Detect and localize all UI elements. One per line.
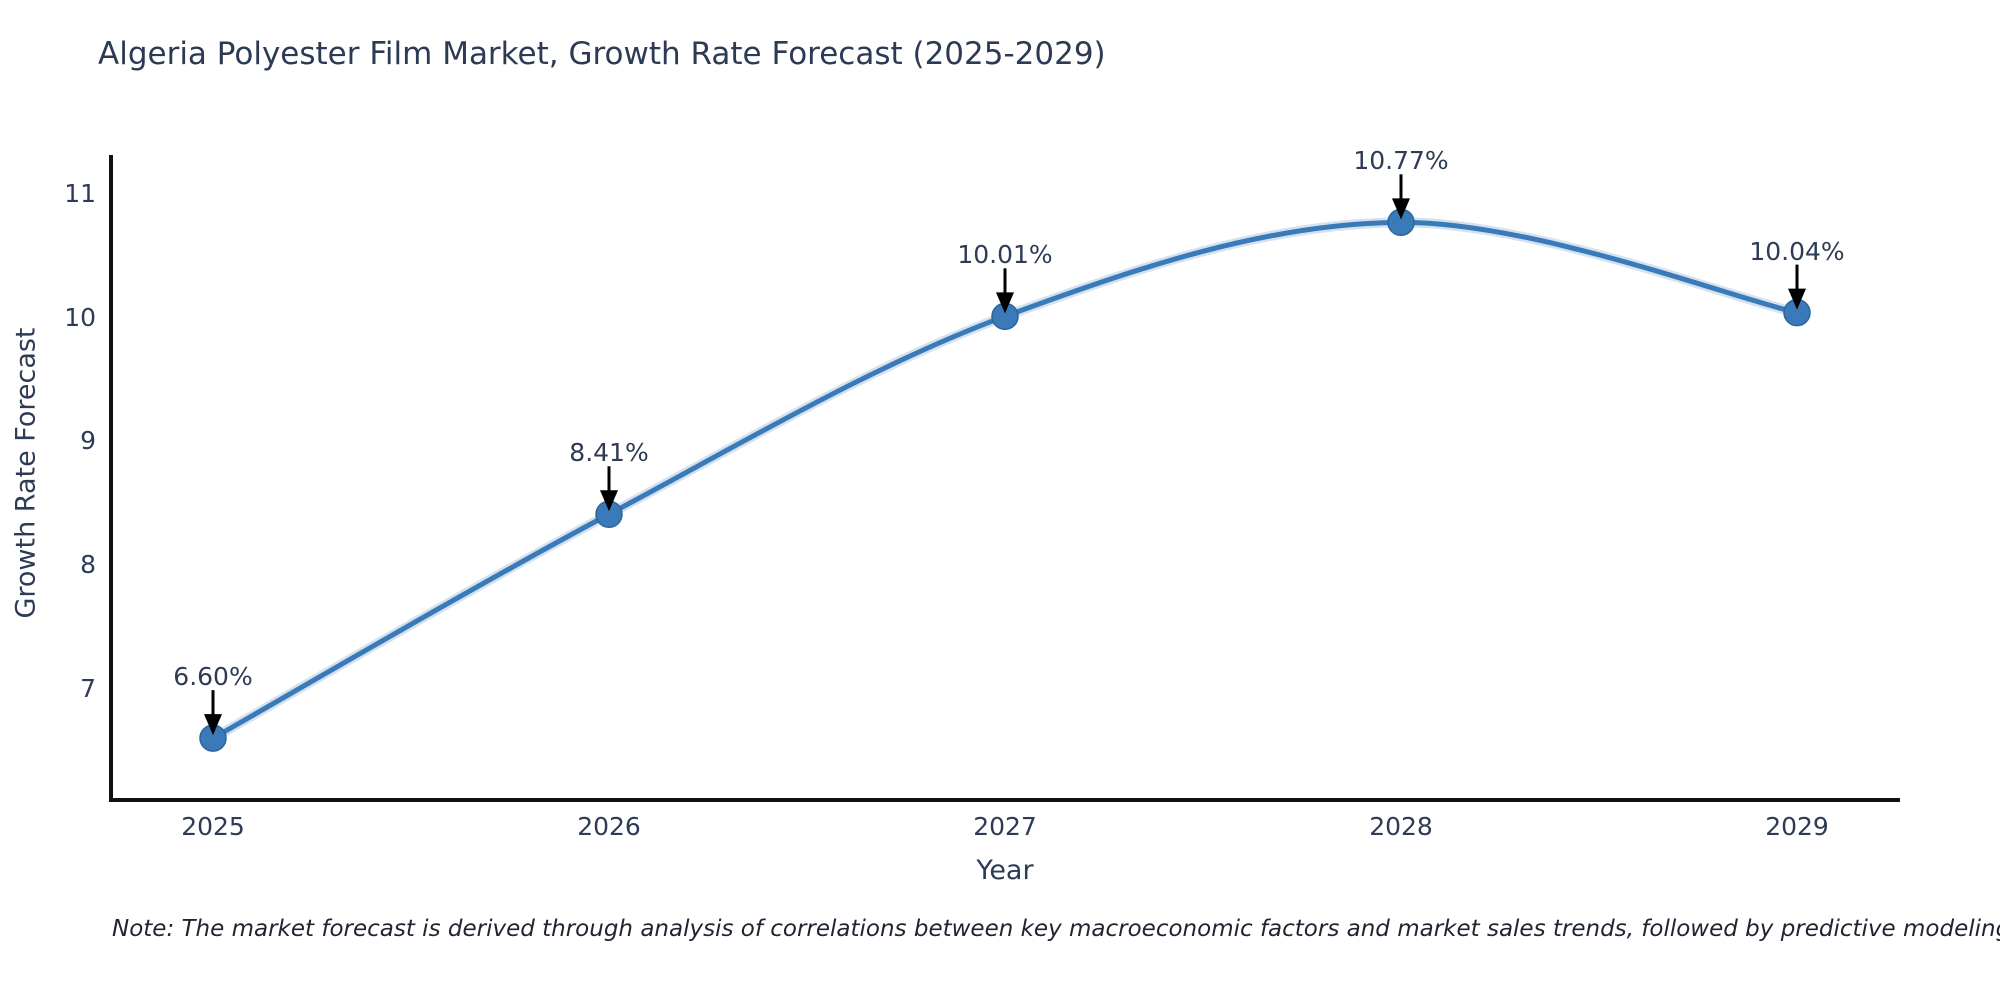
data-label-2025: 6.60% (173, 662, 253, 691)
x-tick-label: 2025 (181, 812, 245, 841)
data-label-2027: 10.01% (957, 240, 1053, 269)
x-tick-label: 2027 (973, 812, 1037, 841)
annotation-arrow-head (1788, 288, 1806, 310)
chart-title: Algeria Polyester Film Market, Growth Ra… (98, 36, 1106, 72)
annotation-arrow-head (204, 714, 222, 736)
annotation-arrow-head (600, 490, 618, 512)
footnote: Note: The market forecast is derived thr… (112, 916, 2000, 942)
y-tick-label: 9 (80, 426, 96, 455)
data-label-2028: 10.77% (1353, 146, 1449, 175)
y-tick-label: 7 (80, 674, 96, 703)
x-tick-label: 2029 (1765, 812, 1829, 841)
x-axis-title: Year (976, 855, 1034, 886)
x-tick-label: 2028 (1369, 812, 1433, 841)
data-label-2029: 10.04% (1749, 237, 1845, 266)
y-tick-label: 10 (64, 303, 96, 332)
annotation-arrow-head (996, 292, 1014, 314)
annotation-arrow-head (1392, 198, 1410, 220)
x-tick-label: 2026 (577, 812, 641, 841)
y-tick-label: 11 (64, 179, 96, 208)
data-label-2026: 8.41% (569, 438, 649, 467)
y-tick-label: 8 (80, 550, 96, 579)
